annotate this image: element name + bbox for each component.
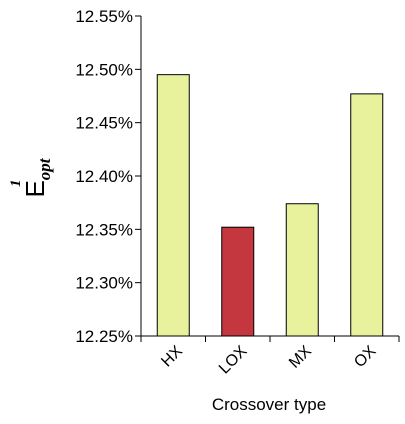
x-tick-label-lox: LOX bbox=[216, 343, 251, 378]
x-axis-title: Crossover type bbox=[212, 395, 326, 414]
svg-text:Eopt: Eopt bbox=[20, 157, 54, 197]
y-tick-label: 12.25% bbox=[75, 327, 133, 346]
y-tick-label: 12.40% bbox=[75, 167, 133, 186]
x-axis-tick-labels: HX LOX MX OX bbox=[158, 343, 379, 378]
y-axis-ticks: 12.25% 12.30% 12.35% 12.40% 12.45% 12.50% 12.5… bbox=[75, 7, 141, 346]
y-tick-label: 12.45% bbox=[75, 114, 133, 133]
x-tick-label-hx: HX bbox=[158, 343, 186, 371]
x-tick-label-mx: MX bbox=[286, 343, 315, 372]
y-axis-title-subscript: opt bbox=[35, 157, 54, 180]
x-tick-label-ox: OX bbox=[351, 343, 380, 372]
y-tick-label: 12.50% bbox=[75, 60, 133, 79]
y-axis-title-main: E bbox=[20, 180, 50, 197]
axes bbox=[140, 16, 400, 342]
bars bbox=[156, 74, 384, 337]
bar-mx bbox=[285, 203, 319, 337]
bar-lox bbox=[221, 226, 255, 337]
bar-hx bbox=[156, 74, 190, 337]
y-axis-title: Eopt 1 bbox=[8, 157, 54, 197]
y-tick-label: 12.55% bbox=[75, 7, 133, 26]
bar-ox bbox=[350, 93, 384, 337]
y-tick-label: 12.30% bbox=[75, 274, 133, 293]
y-tick-label: 12.35% bbox=[75, 220, 133, 239]
y-axis-title-superscript: 1 bbox=[8, 180, 24, 188]
